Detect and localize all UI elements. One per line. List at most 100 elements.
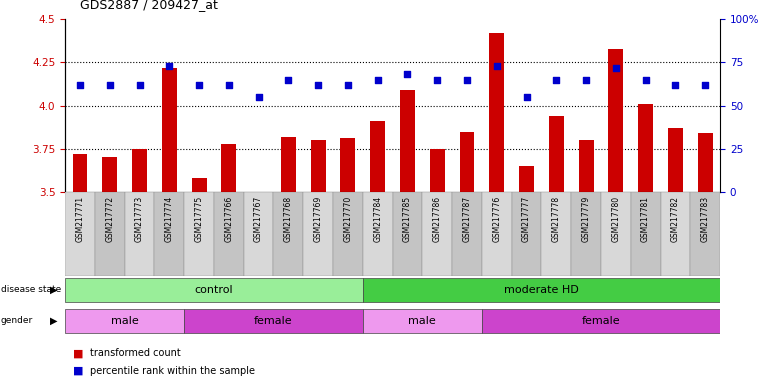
Bar (392, 192, 422, 276)
Bar (281, 137, 296, 192)
Point (401, 71, 414, 78)
Bar (132, 149, 147, 192)
Text: gender: gender (1, 316, 33, 325)
Bar (162, 68, 177, 192)
Text: ▶: ▶ (50, 316, 57, 326)
Point (193, 82, 205, 88)
Text: GSM217770: GSM217770 (343, 196, 352, 242)
Bar (578, 140, 594, 192)
Text: GSM217783: GSM217783 (701, 196, 709, 242)
Bar (660, 192, 690, 276)
Bar (73, 154, 87, 192)
Bar (333, 192, 363, 276)
Text: ■: ■ (73, 348, 83, 358)
Point (312, 82, 324, 88)
Text: GSM217786: GSM217786 (433, 196, 442, 242)
Bar (400, 90, 415, 192)
Point (550, 77, 562, 83)
Text: GSM217776: GSM217776 (493, 196, 501, 242)
Bar (311, 140, 326, 192)
Text: GSM217767: GSM217767 (254, 196, 263, 242)
Bar (103, 157, 117, 192)
Text: GSM217781: GSM217781 (641, 196, 650, 242)
Text: GSM217769: GSM217769 (313, 196, 322, 242)
Bar (184, 192, 214, 276)
Bar (192, 178, 207, 192)
Bar (489, 33, 504, 192)
Point (580, 77, 592, 83)
Bar (303, 192, 333, 276)
Text: male: male (408, 316, 436, 326)
Bar (184, 309, 363, 333)
Text: percentile rank within the sample: percentile rank within the sample (90, 366, 254, 376)
Text: GSM217768: GSM217768 (284, 196, 293, 242)
Text: GSM217777: GSM217777 (522, 196, 531, 242)
Point (431, 77, 444, 83)
Text: GSM217779: GSM217779 (581, 196, 591, 242)
Text: GSM217771: GSM217771 (76, 196, 84, 242)
Bar (251, 192, 266, 221)
Text: GSM217784: GSM217784 (373, 196, 382, 242)
Text: GSM217766: GSM217766 (224, 196, 234, 242)
Bar (630, 192, 660, 276)
Bar (519, 166, 534, 192)
Bar (482, 192, 512, 276)
Bar (512, 192, 542, 276)
Point (372, 77, 384, 83)
Text: GSM217782: GSM217782 (671, 196, 680, 242)
Text: disease state: disease state (1, 285, 61, 295)
Bar (422, 192, 452, 276)
Bar (608, 49, 624, 192)
Bar (638, 104, 653, 192)
Point (103, 82, 116, 88)
Text: male: male (111, 316, 139, 326)
Text: GSM217772: GSM217772 (105, 196, 114, 242)
Point (491, 63, 503, 69)
Bar (155, 192, 184, 276)
Bar (340, 139, 355, 192)
Bar (482, 309, 720, 333)
Text: GSM217778: GSM217778 (552, 196, 561, 242)
Bar (273, 192, 303, 276)
Text: moderate HD: moderate HD (504, 285, 579, 295)
Point (282, 77, 294, 83)
Text: female: female (254, 316, 293, 326)
Text: transformed count: transformed count (90, 348, 180, 358)
Bar (542, 192, 571, 276)
Bar (690, 192, 720, 276)
Bar (601, 192, 630, 276)
Bar (370, 121, 385, 192)
Text: ■: ■ (73, 366, 83, 376)
Bar (221, 144, 236, 192)
Bar (549, 116, 564, 192)
Bar (460, 131, 474, 192)
Text: GSM217775: GSM217775 (195, 196, 204, 242)
Point (520, 94, 532, 100)
Bar (214, 192, 244, 276)
Text: GSM217774: GSM217774 (165, 196, 174, 242)
Bar (571, 192, 601, 276)
Point (640, 77, 652, 83)
Bar (65, 192, 95, 276)
Bar (452, 192, 482, 276)
Text: female: female (581, 316, 620, 326)
Text: GDS2887 / 209427_at: GDS2887 / 209427_at (80, 0, 218, 12)
Bar (698, 133, 712, 192)
Point (461, 77, 473, 83)
Point (610, 65, 622, 71)
Bar (65, 309, 184, 333)
Point (223, 82, 235, 88)
Point (342, 82, 354, 88)
Bar (244, 192, 273, 276)
Text: GSM217780: GSM217780 (611, 196, 620, 242)
Point (74, 82, 86, 88)
Bar (668, 128, 683, 192)
Bar (363, 192, 392, 276)
Bar (125, 192, 155, 276)
Point (253, 94, 265, 100)
Text: ▶: ▶ (50, 285, 57, 295)
Text: GSM217773: GSM217773 (135, 196, 144, 242)
Bar (363, 309, 482, 333)
Text: control: control (195, 285, 234, 295)
Bar (363, 278, 720, 302)
